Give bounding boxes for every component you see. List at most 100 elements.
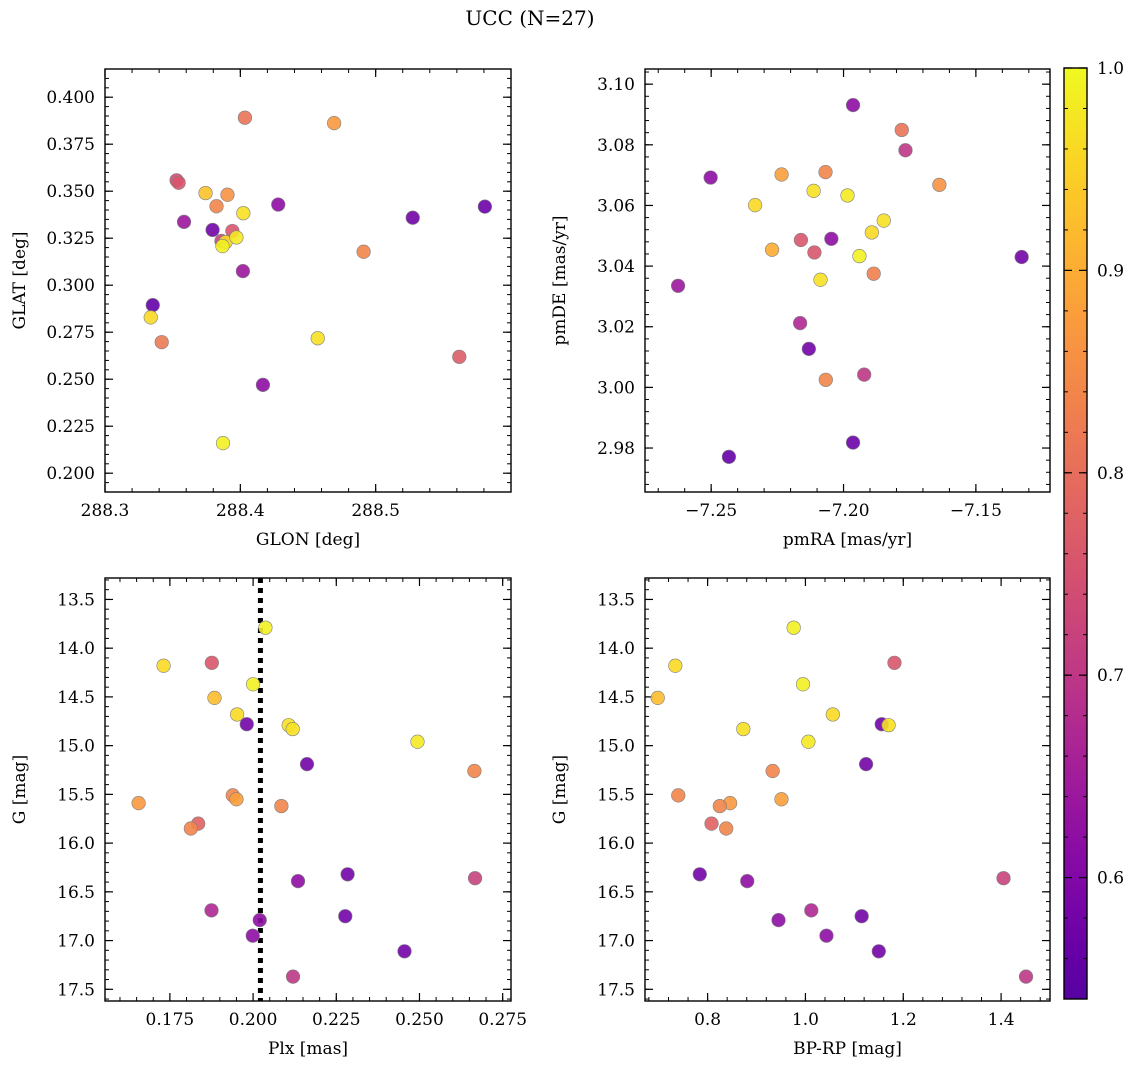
panel-bottom-right: 0.8 1.0 1.2 1.4 13.5 14.0 14.5 15.0 15.5 16.0 16.5… xyxy=(550,577,1051,1059)
data-point xyxy=(215,238,230,254)
y-tick-label: 3.04 xyxy=(597,257,635,277)
panel-bottom-left: 0.175 0.200 0.225 0.250 0.275 13.5 14.0 14.5 15.… xyxy=(10,577,527,1059)
data-point xyxy=(338,909,353,924)
x-axis-label: BP-RP [mag] xyxy=(793,1039,902,1059)
data-point xyxy=(801,734,816,749)
data-point xyxy=(876,213,891,228)
x-tick-label: 1.0 xyxy=(792,1010,819,1030)
data-point xyxy=(774,792,789,807)
colorbar-tick-label: 0.9 xyxy=(1097,261,1124,281)
data-point xyxy=(405,210,420,225)
data-point xyxy=(852,248,867,264)
data-point xyxy=(171,175,186,190)
y-tick-label: 14.0 xyxy=(57,639,95,659)
y-tick-label: 17.0 xyxy=(597,932,635,952)
x-tick-label: 0.225 xyxy=(312,1010,361,1030)
data-point xyxy=(818,372,833,387)
data-point xyxy=(845,97,861,113)
y-tick-label: 0.275 xyxy=(46,323,95,343)
data-point xyxy=(719,821,734,836)
y-tick-label: 15.5 xyxy=(57,785,95,805)
data-point xyxy=(145,298,160,313)
y-tick-label: 3.08 xyxy=(597,136,635,156)
y-tick-label: 17.5 xyxy=(597,980,635,1000)
y-tick-label: 15.5 xyxy=(597,785,635,805)
x-axis-label: GLON [deg] xyxy=(256,530,360,550)
y-tick-label: 3.06 xyxy=(597,196,635,216)
data-point xyxy=(274,798,289,814)
data-point xyxy=(703,170,718,185)
data-point xyxy=(205,222,220,238)
colorbar: 0.6 0.7 0.8 0.9 1.0 xyxy=(1063,59,1124,1000)
data-point xyxy=(898,143,913,158)
y-axis-label: GLAT [deg] xyxy=(10,231,30,329)
x-tick-label: 0.175 xyxy=(146,1010,195,1030)
y-tick-label: 16.5 xyxy=(57,883,95,903)
y-tick-label: 17.0 xyxy=(57,932,95,952)
y-tick-label: 2.98 xyxy=(597,439,635,459)
data-point xyxy=(932,177,947,192)
data-point xyxy=(229,230,244,245)
y-tick-label: 0.350 xyxy=(46,182,95,202)
x-tick-label: 1.4 xyxy=(988,1010,1015,1030)
data-point xyxy=(736,721,751,737)
data-point xyxy=(818,164,833,180)
axes-frame xyxy=(644,68,1051,493)
scatter-points xyxy=(131,620,483,984)
y-tick-label: 14.0 xyxy=(597,639,635,659)
data-point xyxy=(748,198,763,213)
x-axis-label: Plx [mas] xyxy=(268,1039,348,1059)
data-point xyxy=(806,183,821,198)
data-point xyxy=(255,377,271,392)
x-tick-label: 288.3 xyxy=(81,501,130,521)
y-tick-label: 3.10 xyxy=(597,75,635,95)
y-tick-label: 0.400 xyxy=(46,88,95,108)
data-point xyxy=(410,734,425,749)
y-tick-label: 13.5 xyxy=(597,590,635,610)
data-point xyxy=(230,707,245,722)
data-point xyxy=(996,871,1011,886)
data-point xyxy=(209,199,224,214)
data-point xyxy=(804,903,819,918)
colorbar-tick-label: 0.6 xyxy=(1097,869,1124,889)
x-tick-label: 0.275 xyxy=(478,1010,527,1030)
data-point xyxy=(467,763,482,779)
data-point xyxy=(858,757,874,772)
y-tick-label: 15.0 xyxy=(57,737,95,757)
data-point xyxy=(327,116,342,131)
colorbar-tick-label: 1.0 xyxy=(1097,59,1124,79)
data-point xyxy=(452,349,467,364)
y-tick-label: 14.5 xyxy=(597,688,635,708)
x-tick-label: −7.15 xyxy=(950,501,1002,521)
data-point xyxy=(668,658,683,673)
y-tick-label: 17.5 xyxy=(57,980,95,1000)
y-tick-label: 16.0 xyxy=(597,834,635,854)
data-point xyxy=(156,658,171,673)
data-point xyxy=(721,449,737,464)
scatter-points xyxy=(143,110,492,451)
x-tick-label: 288.5 xyxy=(351,501,400,521)
y-axis-label: pmDE [mas/yr] xyxy=(550,215,570,345)
data-point xyxy=(271,197,286,212)
data-point xyxy=(397,944,412,959)
data-point xyxy=(204,903,219,918)
x-tick-label: 0.250 xyxy=(395,1010,444,1030)
y-tick-label: 15.0 xyxy=(597,737,635,757)
data-point xyxy=(854,909,869,924)
data-point xyxy=(801,341,816,356)
data-point xyxy=(215,436,231,451)
data-point xyxy=(864,225,879,240)
data-point xyxy=(236,206,251,221)
scatter-points xyxy=(650,620,1034,984)
data-point xyxy=(795,677,811,692)
data-point xyxy=(204,655,219,670)
data-point xyxy=(258,620,273,635)
y-tick-label: 0.250 xyxy=(46,370,95,390)
x-axis-label: pmRA [mas/yr] xyxy=(783,530,912,550)
data-point xyxy=(671,788,686,803)
y-tick-label: 3.00 xyxy=(597,378,635,398)
data-point xyxy=(290,874,306,889)
data-point xyxy=(840,188,855,203)
x-tick-label: 0.8 xyxy=(694,1010,721,1030)
data-point xyxy=(793,232,809,248)
